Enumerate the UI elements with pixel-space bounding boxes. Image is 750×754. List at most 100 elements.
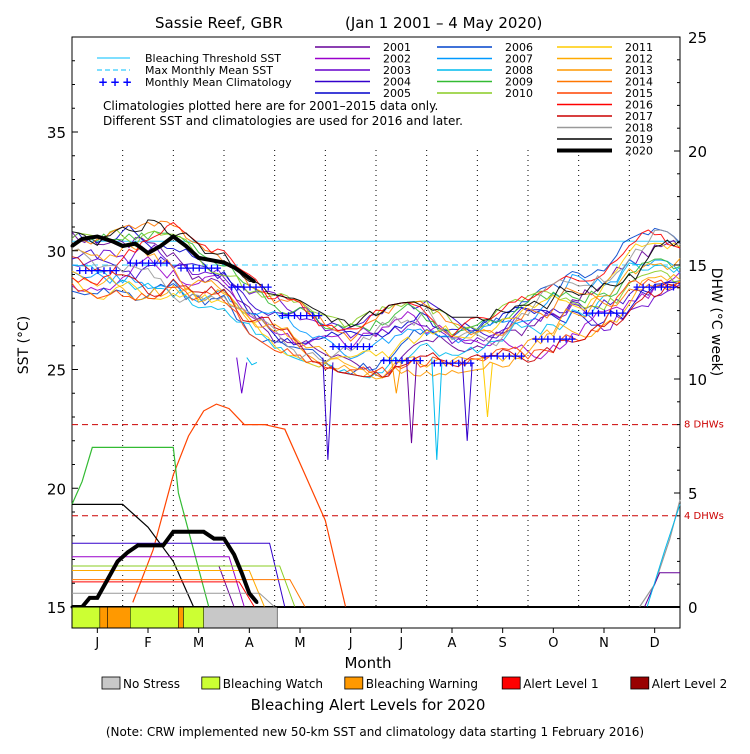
climatology-marker: + bbox=[454, 356, 463, 369]
dhw-2020-point bbox=[105, 578, 109, 582]
sst-dip bbox=[481, 357, 493, 418]
alert-bar-segment bbox=[99, 606, 108, 629]
year-legend-label: 2002 bbox=[383, 53, 411, 66]
dhw-series-small bbox=[72, 592, 276, 608]
climatology-marker: + bbox=[112, 264, 121, 277]
climatology-marker: + bbox=[183, 261, 192, 274]
climatology-marker: + bbox=[213, 261, 222, 274]
climatology-marker: + bbox=[189, 261, 198, 274]
climatology-marker: + bbox=[403, 354, 412, 367]
sst-dip bbox=[461, 357, 473, 441]
x-tick-label: A bbox=[245, 636, 254, 651]
sst-dip bbox=[431, 357, 443, 460]
x-tick-label: J bbox=[398, 636, 403, 651]
climatology-marker: + bbox=[302, 309, 311, 322]
alert-legend-label: Bleaching Warning bbox=[366, 677, 478, 691]
climatology-marker: + bbox=[144, 257, 153, 270]
year-legend-label: 2015 bbox=[625, 87, 653, 100]
year-legend-label: 2008 bbox=[505, 64, 533, 77]
dhw-series-small bbox=[72, 565, 235, 608]
climatology-marker: + bbox=[245, 280, 254, 293]
dhw-2020-point bbox=[212, 537, 216, 541]
sst-2020-point bbox=[171, 235, 175, 238]
dhw-2020-point bbox=[192, 530, 196, 534]
climatology-marker: + bbox=[511, 349, 520, 362]
sst-2020-point bbox=[146, 251, 150, 255]
x-tick-label: J bbox=[348, 636, 353, 651]
alert-bar-segment bbox=[183, 606, 204, 629]
year-legend-label: 2016 bbox=[625, 99, 653, 112]
y-right-tick-label: 10 bbox=[688, 371, 707, 389]
climatology-marker: + bbox=[126, 257, 135, 270]
year-legend-label: 2011 bbox=[625, 41, 653, 54]
sst-series-2013 bbox=[71, 244, 681, 379]
sst-series-2020 bbox=[70, 233, 256, 284]
sst-2020-point bbox=[242, 273, 246, 276]
year-legend-label: 2003 bbox=[383, 64, 411, 77]
climatology-marker: + bbox=[81, 264, 90, 277]
year-legend-label: 2010 bbox=[505, 87, 533, 100]
dhw-series-tail2 bbox=[644, 572, 680, 608]
climatology-marker: + bbox=[600, 307, 609, 320]
climatology-marker: + bbox=[257, 280, 266, 293]
climatology-marker: + bbox=[487, 349, 496, 362]
x-tick-label: M bbox=[193, 636, 204, 651]
y-left-label: SST (°C) bbox=[16, 316, 32, 374]
year-legend-label: 2018 bbox=[625, 122, 653, 135]
climatology-marker: + bbox=[549, 333, 558, 346]
year-legend-label: 2014 bbox=[625, 76, 653, 89]
alert-bar-segment bbox=[130, 606, 179, 629]
dhw-2020-point bbox=[88, 596, 92, 600]
climatology-marker: + bbox=[657, 280, 666, 293]
climatology-marker: + bbox=[391, 354, 400, 367]
climatology-marker: + bbox=[251, 280, 260, 293]
dhw-2020-point bbox=[116, 559, 120, 563]
x-tick-label: M bbox=[294, 636, 305, 651]
climatology-marker: + bbox=[543, 333, 552, 346]
climatology-marker: + bbox=[499, 349, 508, 362]
sst-2020-point bbox=[95, 235, 99, 238]
y-left-tick-label: 15 bbox=[47, 599, 66, 617]
y-left-tick-label: 20 bbox=[47, 480, 66, 498]
climatology-marker: + bbox=[347, 340, 356, 353]
climatology-marker: + bbox=[365, 340, 374, 353]
climatology-marker: + bbox=[264, 280, 273, 293]
dhw-reference-label: 8 DHWs bbox=[684, 420, 724, 431]
climatology-marker: + bbox=[233, 280, 242, 293]
climatology-marker: + bbox=[442, 356, 451, 369]
dhw-2020-point bbox=[202, 530, 206, 534]
sst-series-2018 bbox=[71, 229, 681, 363]
climatology-marker: + bbox=[430, 356, 439, 369]
sst-series-2014 bbox=[71, 220, 681, 342]
sst-2020-point bbox=[197, 256, 201, 260]
year-legend-label: 2017 bbox=[625, 110, 653, 123]
dhw-series-small bbox=[72, 565, 296, 608]
dhw-reference-label: 4 DHWs bbox=[684, 511, 724, 522]
year-legend-label: 2013 bbox=[625, 64, 653, 77]
dhw-2020-point bbox=[181, 530, 185, 534]
climatology-marker: + bbox=[227, 280, 236, 293]
sst-series-2004 bbox=[71, 249, 681, 339]
chart-title-site: Sassie Reef, GBR bbox=[155, 14, 283, 32]
dhw-2020-point bbox=[95, 596, 99, 600]
climatology-marker: + bbox=[75, 264, 84, 277]
climatology-marker: + bbox=[328, 340, 337, 353]
chart-note: Climatologies plotted here are for 2001–… bbox=[103, 99, 438, 113]
x-tick-label: J bbox=[94, 636, 99, 651]
climatology-marker: + bbox=[308, 309, 317, 322]
year-legend-label: 2007 bbox=[505, 53, 533, 66]
climatology-marker: + bbox=[195, 261, 204, 274]
alert-legend-swatch bbox=[101, 676, 121, 690]
x-axis-label: Month bbox=[344, 654, 391, 672]
alert-bar-frame bbox=[71, 606, 681, 629]
climatology-marker: + bbox=[201, 261, 210, 274]
legend-label: Max Monthly Mean SST bbox=[145, 64, 273, 77]
climatology-marker: + bbox=[493, 349, 502, 362]
climatology-marker: + bbox=[639, 280, 648, 293]
dhw-2020-point bbox=[247, 591, 251, 595]
y-left-tick-label: 35 bbox=[47, 124, 66, 142]
sst-series-2006 bbox=[71, 227, 681, 375]
y-right-tick-label: 25 bbox=[688, 29, 707, 47]
sst-series-2012 bbox=[71, 270, 681, 380]
